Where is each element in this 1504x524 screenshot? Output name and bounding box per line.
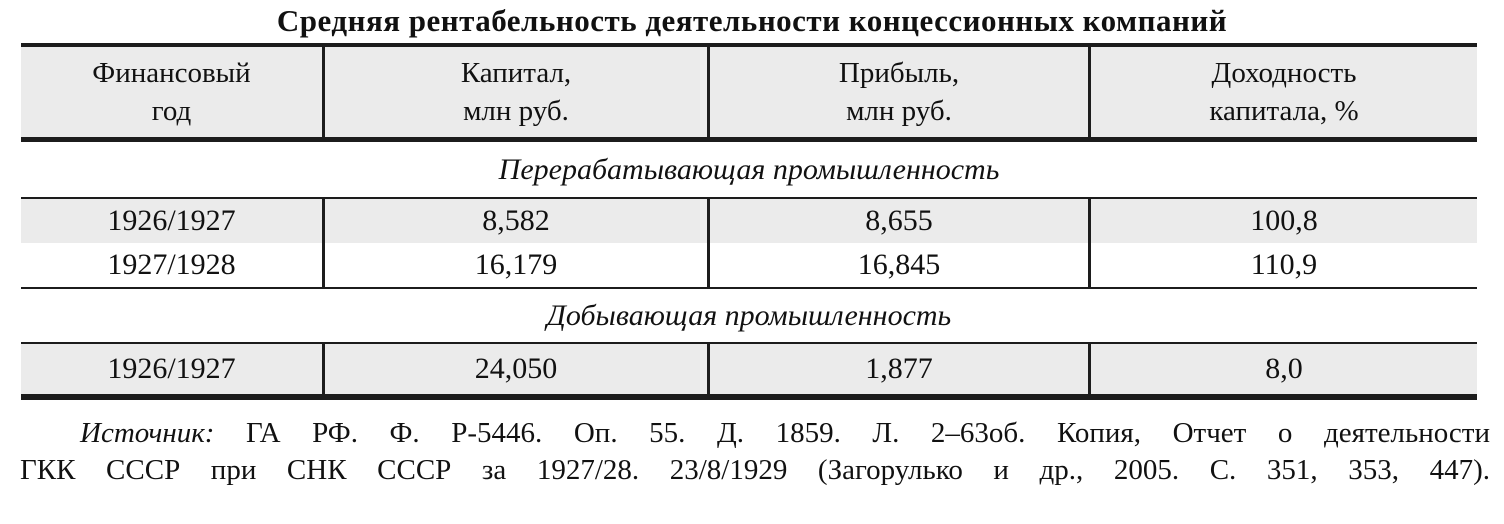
capital-cell: 8,582	[322, 199, 707, 243]
table-bottom-rule	[21, 394, 1477, 400]
yield-cell: 110,9	[1088, 243, 1477, 287]
yield-cell: 8,0	[1088, 344, 1477, 394]
section-rule	[21, 342, 1477, 344]
table-header-row: Финансовый год Капитал, млн руб. Прибыль…	[21, 47, 1477, 137]
table-row: 1926/1927 8,582 8,655 100,8	[21, 199, 1477, 243]
profit-cell: 16,845	[707, 243, 1088, 287]
header-cell-yield: Доходность капитала, %	[1088, 47, 1477, 137]
year-cell: 1927/1928	[107, 248, 236, 281]
source-note: Источник: ГА РФ. Ф. Р-5446. Оп. 55. Д. 1…	[20, 415, 1490, 489]
data-table: Финансовый год Капитал, млн руб. Прибыль…	[21, 43, 1477, 400]
source-line-1: Источник: ГА РФ. Ф. Р-5446. Оп. 55. Д. 1…	[20, 415, 1490, 452]
table-row: 1927/1928 16,179 16,845 110,9	[21, 243, 1477, 287]
header-label: Капитал,	[460, 57, 572, 89]
header-label: Прибыль,	[838, 57, 960, 89]
section-rule	[21, 197, 1477, 199]
section-header-mining: Добывающая промышленность	[21, 289, 1477, 342]
header-cell-profit: Прибыль, млн руб.	[707, 47, 1088, 137]
header-label: млн руб.	[463, 95, 569, 127]
source-citation: ГА РФ. Ф. Р-5446. Оп. 55. Д. 1859. Л. 2–…	[214, 417, 1490, 449]
header-cell-year: Финансовый год	[21, 47, 322, 137]
section-rule	[21, 287, 1477, 289]
header-cell-capital: Капитал, млн руб.	[322, 47, 707, 137]
table-title: Средняя рентабельность деятельности конц…	[276, 3, 1228, 38]
year-cell: 1926/1927	[107, 204, 236, 237]
header-label: Доходность	[1211, 57, 1357, 89]
source-label: Источник:	[80, 417, 215, 449]
header-bottom-rule	[21, 137, 1477, 142]
table-top-rule	[21, 43, 1477, 47]
header-label: Финансовый	[92, 57, 251, 89]
header-label: год	[151, 95, 192, 127]
table-row: 1926/1927 24,050 1,877 8,0	[21, 344, 1477, 394]
profit-cell: 1,877	[707, 344, 1088, 394]
section-header-processing: Перерабатывающая промышленность	[21, 142, 1477, 197]
source-line-2: ГКК СССР при СНК СССР за 1927/28. 23/8/1…	[20, 454, 1490, 486]
year-cell: 1926/1927	[107, 352, 236, 385]
yield-cell: 100,8	[1088, 199, 1477, 243]
capital-cell: 16,179	[322, 243, 707, 287]
profit-cell: 8,655	[707, 199, 1088, 243]
capital-cell: 24,050	[322, 344, 707, 394]
header-label: капитала, %	[1209, 95, 1359, 127]
header-label: млн руб.	[846, 95, 952, 127]
